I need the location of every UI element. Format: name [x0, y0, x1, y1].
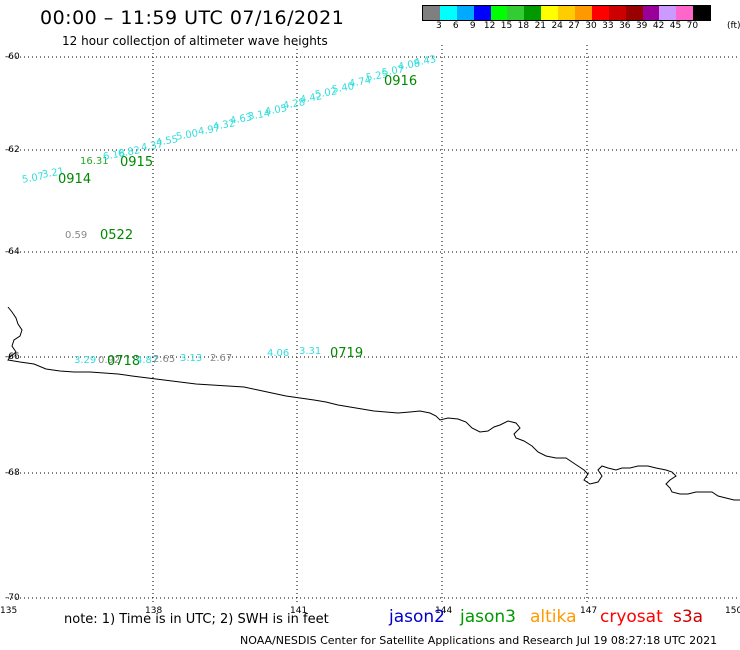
wave-height-value: 16.31	[80, 156, 109, 167]
legend-swatch	[676, 6, 694, 20]
legend-swatch	[693, 6, 711, 20]
wave-height-value: 0.59	[65, 230, 88, 241]
legend-tick-label: 36	[619, 21, 631, 31]
legend-tick-label: 24	[551, 21, 563, 31]
satellite-jason2: jason2	[389, 607, 445, 627]
wave-height-value: 3.29	[74, 355, 97, 366]
lat-label: -64	[5, 247, 20, 257]
lat-label: -62	[5, 145, 20, 155]
lat-label: -60	[5, 52, 20, 62]
legend-swatch	[507, 6, 525, 20]
legend-swatch	[473, 6, 491, 20]
pass-time-label: 0718	[107, 354, 141, 369]
legend-swatch	[591, 6, 609, 20]
legend-swatch	[659, 6, 677, 20]
legend-tick-label: 9	[469, 21, 476, 31]
lon-label: 150	[725, 606, 740, 616]
legend-tick-label: 6	[452, 21, 459, 31]
legend-swatch	[439, 6, 457, 20]
legend-swatch	[642, 6, 660, 20]
satellite-jason3: jason3	[460, 607, 516, 627]
wave-height-value: 3.31	[299, 346, 322, 357]
lat-label: -68	[5, 468, 20, 478]
legend-tick-label: 30	[585, 21, 597, 31]
wave-height-value: 2.65	[153, 354, 176, 365]
lat-label: -70	[5, 593, 20, 603]
wave-height-value: 0.92	[98, 355, 121, 366]
satellite-altika: altika	[530, 607, 577, 627]
legend-tick-label: 70	[686, 21, 699, 31]
legend-tick-label: 3	[436, 21, 442, 31]
lon-label: 147	[580, 606, 598, 616]
legend-tick-label: 12	[483, 21, 496, 31]
pass-time-label: 0915	[120, 155, 154, 170]
legend-swatch	[625, 6, 643, 20]
antarctic-coastline	[7, 306, 740, 501]
legend-swatch	[423, 6, 440, 20]
legend-tick-label: 45	[669, 21, 682, 31]
color-legend-bar	[422, 5, 712, 21]
map-title: 00:00 – 11:59 UTC 07/16/2021	[40, 7, 345, 29]
lon-label: 144	[435, 606, 453, 616]
wave-height-value: 3.13	[180, 353, 203, 364]
map-subtitle: 12 hour collection of altimeter wave hei…	[62, 34, 328, 48]
legend-swatch	[575, 6, 592, 20]
legend-swatch	[558, 6, 576, 20]
legend-swatch	[524, 6, 542, 20]
lon-label: 135	[0, 606, 18, 616]
legend-swatch	[608, 6, 626, 20]
legend-swatch	[490, 6, 508, 20]
color-legend-unit: (ft)	[727, 21, 740, 31]
footer-note: note: 1) Time is in UTC; 2) SWH is in fe…	[64, 612, 329, 627]
pass-time-label: 0719	[330, 346, 364, 361]
lat-label: -66	[5, 352, 20, 362]
lon-label: 138	[145, 606, 163, 616]
lon-label: 141	[290, 606, 308, 616]
legend-swatch	[456, 6, 474, 20]
legend-tick-label: 39	[635, 21, 648, 31]
legend-tick-label: 33	[602, 21, 614, 31]
wave-height-value: 2.67	[210, 353, 233, 364]
legend-tick-label: 27	[568, 21, 580, 31]
color-legend-labels: 3 6 9 12 15 18 21 24 27 30 33 36 39 42 45 70	[422, 21, 722, 33]
satellite-s3a: s3a	[673, 607, 704, 627]
pass-time-label: 0522	[100, 228, 134, 243]
legend-tick-label: 18	[517, 21, 530, 31]
legend-tick-label: 15	[500, 21, 513, 31]
pass-time-label: 0914	[58, 172, 92, 187]
wave-height-value: 4.06	[267, 348, 290, 359]
wave-height-value: 4.87	[136, 355, 159, 366]
grid-lines	[8, 45, 740, 605]
credit-line: NOAA/NESDIS Center for Satellite Applica…	[240, 634, 718, 647]
legend-tick-label: 21	[534, 21, 547, 31]
satellite-cryosat: cryosat	[600, 607, 663, 627]
pass-time-label: 0916	[384, 74, 418, 89]
legend-swatch	[541, 6, 559, 20]
legend-tick-label: 42	[652, 21, 665, 31]
